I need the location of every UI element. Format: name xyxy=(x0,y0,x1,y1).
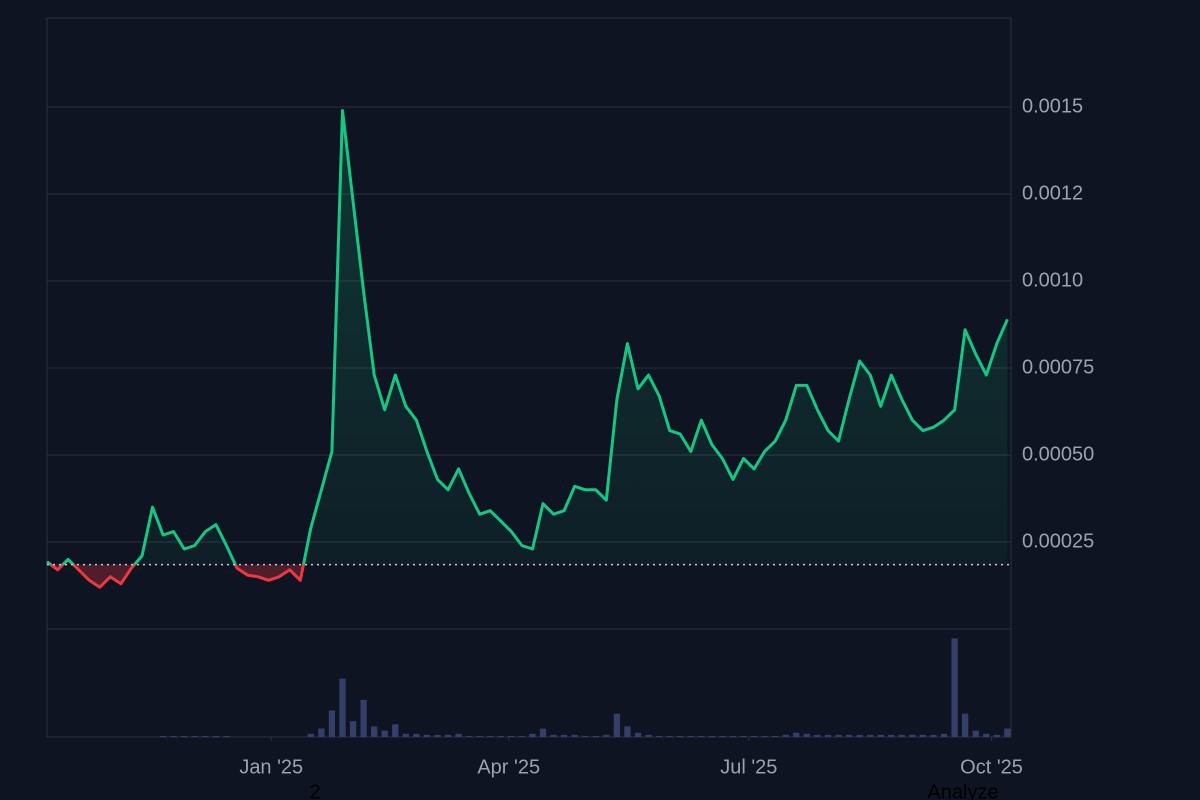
volume-bar xyxy=(930,734,937,737)
volume-bar xyxy=(983,733,990,737)
volume-bar xyxy=(455,733,462,737)
x-tick-label: Apr '25 xyxy=(477,756,540,778)
volume-bar xyxy=(824,734,832,737)
volume-bar xyxy=(318,728,325,737)
volume-bar xyxy=(719,735,726,737)
volume-bar xyxy=(402,733,409,737)
volume-bar xyxy=(803,733,810,737)
y-tick-label: 0.0012 xyxy=(1022,182,1083,204)
volume-bar xyxy=(328,710,336,737)
volume-bar xyxy=(212,735,219,737)
x-tick-label: Oct '25 xyxy=(960,756,1023,778)
volume-bar xyxy=(856,734,863,737)
volume-bar xyxy=(582,735,589,737)
volume-bar xyxy=(159,735,167,737)
volume-bar xyxy=(413,733,420,737)
volume-bar xyxy=(919,734,927,737)
volume-bar xyxy=(497,735,504,737)
footer-label: 2 xyxy=(309,781,320,800)
volume-bar xyxy=(360,699,367,737)
volume-bar xyxy=(962,713,969,737)
volume-bar xyxy=(740,735,747,737)
volume-bar xyxy=(655,735,663,737)
y-tick-label: 0.00075 xyxy=(1022,356,1094,378)
volume-bar xyxy=(381,730,388,737)
volume-bar xyxy=(877,734,884,737)
volume-bar xyxy=(750,735,758,737)
volume-bar xyxy=(972,730,979,737)
volume-bar xyxy=(613,713,621,737)
volume-bar xyxy=(698,735,705,737)
volume-bar xyxy=(349,721,357,737)
volume-bar xyxy=(603,734,610,737)
volume-bar xyxy=(465,735,473,737)
x-tick-label: Jul '25 xyxy=(720,756,777,778)
volume-bar xyxy=(170,735,177,737)
volume-bar xyxy=(782,734,789,737)
volume-bar xyxy=(761,735,768,737)
volume-bar xyxy=(392,724,399,737)
volume-bar xyxy=(814,734,821,737)
volume-bar xyxy=(772,735,779,737)
volume-bar xyxy=(940,733,948,737)
volume-bar xyxy=(191,735,198,737)
y-tick-label: 0.0015 xyxy=(1022,95,1083,117)
footer-label: Analyze xyxy=(927,781,998,800)
volume-bar xyxy=(487,735,494,737)
volume-bar xyxy=(708,735,716,737)
volume-bar xyxy=(634,732,642,737)
volume-bar xyxy=(666,735,673,737)
volume-bar xyxy=(592,735,599,737)
volume-bar xyxy=(571,734,578,737)
volume-bar xyxy=(888,734,895,737)
volume-bar xyxy=(223,735,230,737)
volume-bar xyxy=(423,734,431,737)
volume-bar xyxy=(444,734,452,737)
volume-bar xyxy=(951,638,958,737)
volume-bar xyxy=(687,735,694,737)
volume-bar xyxy=(677,735,684,737)
volume-bar xyxy=(539,728,547,737)
volume-bar xyxy=(867,734,874,737)
volume-bar xyxy=(645,734,652,737)
volume-bar xyxy=(434,734,441,737)
volume-bar xyxy=(529,733,536,737)
volume-bar xyxy=(476,735,483,737)
y-tick-label: 0.00025 xyxy=(1022,530,1094,552)
area-above xyxy=(47,110,1008,565)
volume-bar xyxy=(307,733,314,737)
volume-bar xyxy=(729,735,737,737)
volume-bar xyxy=(835,734,842,737)
volume-bar xyxy=(339,678,346,737)
volume-bar xyxy=(508,735,515,737)
price-line xyxy=(46,109,1009,565)
volume-bar xyxy=(624,726,631,737)
volume-bar xyxy=(371,726,378,737)
volume-bar xyxy=(993,734,1000,737)
volume-bar xyxy=(518,735,526,737)
x-tick-label: Jan '25 xyxy=(239,756,303,778)
volume-bar xyxy=(909,734,916,737)
volume-bar xyxy=(550,734,557,737)
volume-bar xyxy=(845,734,853,737)
volume-bar xyxy=(560,734,568,737)
volume-bar xyxy=(1004,728,1011,737)
y-tick-label: 0.0010 xyxy=(1022,269,1083,291)
volume-bar xyxy=(202,735,209,737)
volume-bar xyxy=(793,732,800,737)
plot-frame xyxy=(46,17,1012,738)
y-tick-label: 0.00050 xyxy=(1022,443,1094,465)
volume-bar xyxy=(181,735,188,737)
volume-bar xyxy=(898,734,905,737)
